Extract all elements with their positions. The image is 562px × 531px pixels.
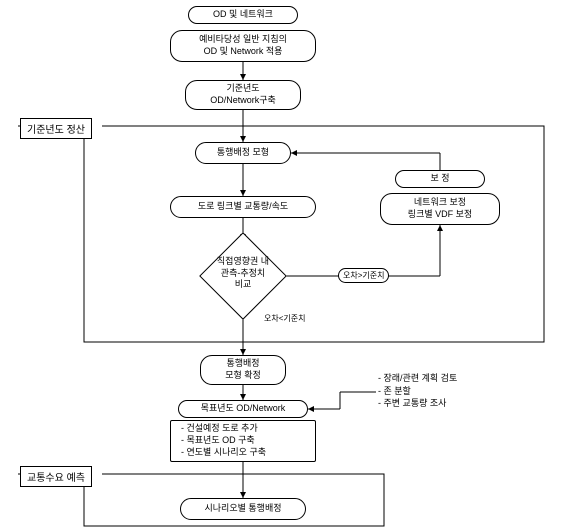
note-line: - 장래/관련 계획 검토 bbox=[378, 372, 457, 385]
edge-label-error-lt: 오차<기준치 bbox=[262, 313, 307, 324]
node-label-line: OD 및 Network 적용 bbox=[204, 46, 283, 58]
node-link-volume-speed: 도로 링크별 교통량/속도 bbox=[170, 196, 316, 218]
node-label: 시나리오별 통행배정 bbox=[204, 503, 281, 515]
node-calibration-detail: 네트워크 보정 링크별 VDF 보정 bbox=[380, 193, 500, 225]
node-label: 도로 링크별 교통량/속도 bbox=[198, 201, 288, 213]
section-label-text: 기준년도 정산 bbox=[27, 125, 85, 136]
node-label-line: 직접영향권 내 bbox=[198, 256, 288, 268]
node-label: OD 및 네트워크 bbox=[213, 9, 273, 21]
node-od-network-title: OD 및 네트워크 bbox=[188, 6, 298, 24]
node-label-line: 예비타당성 일반 지침의 bbox=[199, 34, 287, 46]
node-label: 통행배정 모형 bbox=[217, 147, 269, 159]
node-label: 목표년도 OD/Network bbox=[201, 403, 286, 415]
node-scenario-assignment: 시나리오별 통행배정 bbox=[180, 498, 306, 520]
note-line: - 주변 교통량 조사 bbox=[378, 397, 457, 410]
edge-label-error-gt: 오차>기준치 bbox=[338, 268, 389, 283]
section-label-text: 교통수요 예측 bbox=[27, 473, 85, 484]
node-compare-text: 직접영향권 내 관측-추정치 비교 bbox=[198, 256, 288, 291]
node-baseline-build: 기준년도 OD/Network구축 bbox=[185, 80, 301, 110]
node-target-year-details: - 건설예정 도로 추가 - 목표년도 OD 구축 - 연도별 시나리오 구축 bbox=[170, 420, 316, 462]
node-label: 보 정 bbox=[430, 173, 449, 185]
node-calibration-title: 보 정 bbox=[395, 170, 485, 188]
node-label-line: - 건설예정 도로 추가 bbox=[181, 423, 258, 435]
node-label-line: OD/Network구축 bbox=[210, 95, 276, 107]
node-model-fixed: 통행배정 모형 확정 bbox=[200, 355, 286, 385]
edge-label-text: 오차<기준치 bbox=[264, 314, 305, 323]
node-label-line: 모형 확정 bbox=[225, 370, 261, 382]
section-label-demand: 교통수요 예측 bbox=[20, 466, 92, 487]
node-label-line: 링크별 VDF 보정 bbox=[408, 209, 472, 221]
node-guideline-apply: 예비타당성 일반 지침의 OD 및 Network 적용 bbox=[170, 30, 316, 62]
node-target-year-od: 목표년도 OD/Network bbox=[178, 400, 308, 418]
note-line: - 존 분할 bbox=[378, 385, 457, 398]
node-label-line: 관측-추정치 bbox=[198, 268, 288, 280]
node-assignment-model: 통행배정 모형 bbox=[195, 142, 291, 164]
node-label-line: 비교 bbox=[198, 279, 288, 291]
section-label-baseline: 기준년도 정산 bbox=[20, 118, 92, 139]
edge-label-text: 오차>기준치 bbox=[343, 271, 384, 280]
node-label-line: 네트워크 보정 bbox=[414, 197, 466, 209]
node-label-line: - 연도별 시나리오 구축 bbox=[181, 447, 266, 459]
notes-future-plan: - 장래/관련 계획 검토 - 존 분할 - 주변 교통량 조사 bbox=[378, 372, 457, 410]
node-label-line: 통행배정 bbox=[226, 358, 259, 370]
node-label-line: - 목표년도 OD 구축 bbox=[181, 435, 255, 447]
node-label-line: 기준년도 bbox=[226, 83, 259, 95]
